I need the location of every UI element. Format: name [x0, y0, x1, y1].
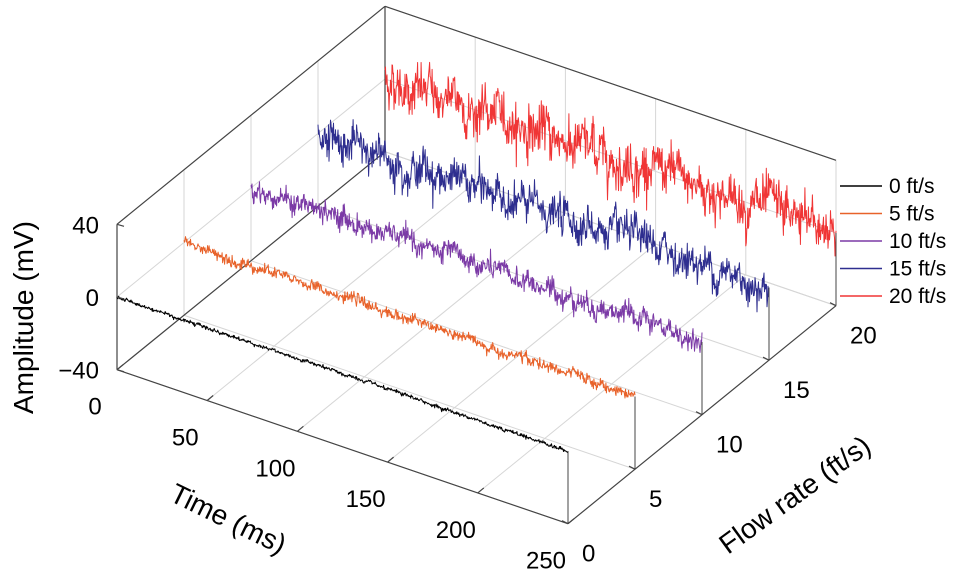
- flow-tick-label: 5: [649, 486, 662, 513]
- time-tick-label: 250: [526, 548, 566, 575]
- legend-label: 20 ft/s: [889, 285, 946, 308]
- flow-tick-label: 0: [582, 541, 595, 568]
- tick-labels: 0 50 100 150 200 250 0 5 10 15 20 −40 0 40: [58, 212, 876, 574]
- series-line: [384, 61, 837, 257]
- time-tick-label: 50: [172, 425, 199, 452]
- amplitude-tick-mark: [116, 223, 125, 227]
- legend-label: 0 ft/s: [889, 175, 935, 198]
- amplitude-tick-label: 0: [86, 285, 99, 312]
- series-group: [116, 61, 837, 524]
- z-axis-label: Amplitude (mV): [8, 221, 39, 414]
- time-tick-label: 0: [88, 394, 101, 421]
- series-line: [250, 181, 703, 353]
- time-tick-mark: [297, 425, 304, 432]
- left-wall-gridline: [116, 78, 386, 298]
- legend: 0 ft/s 5 ft/s 10 ft/s 15 ft/s 20 ft/s: [840, 175, 946, 308]
- flow-tick-mark: [695, 411, 703, 416]
- flow-tick-mark: [829, 302, 837, 307]
- time-tick-label: 100: [255, 455, 295, 482]
- time-tick-mark: [116, 364, 124, 371]
- flow-tick-label: 10: [716, 432, 743, 459]
- series-line: [183, 236, 636, 399]
- time-tick-mark: [477, 487, 485, 494]
- amplitude-tick-mark: [116, 369, 125, 373]
- frame-edge: [116, 5, 386, 225]
- amplitude-tick-mark: [116, 296, 125, 300]
- legend-label: 5 ft/s: [889, 203, 935, 226]
- flow-tick-label: 20: [850, 323, 877, 350]
- time-tick-mark: [206, 395, 214, 401]
- floor-gridline: [183, 314, 636, 470]
- series-line: [317, 119, 770, 313]
- time-axis-line: [116, 369, 569, 525]
- series-line: [116, 295, 569, 454]
- frame-edge: [384, 5, 837, 161]
- flow-tick-mark: [762, 356, 770, 361]
- flow-tick-mark: [561, 520, 569, 525]
- time-tick-mark: [567, 518, 575, 525]
- legend-label: 10 ft/s: [889, 230, 946, 253]
- amplitude-tick-label: 40: [72, 212, 99, 239]
- flow-tick-mark: [628, 465, 636, 470]
- time-tick-mark: [387, 456, 394, 463]
- amplitude-tick-label: −40: [58, 358, 99, 385]
- frame-edge: [116, 151, 386, 371]
- time-tick-label: 150: [346, 486, 386, 513]
- floor-gridline: [250, 260, 703, 416]
- time-tick-label: 200: [436, 517, 476, 544]
- flow-tick-label: 15: [783, 377, 810, 404]
- legend-label: 15 ft/s: [889, 258, 946, 281]
- x-axis-label: Time (ms): [165, 478, 291, 561]
